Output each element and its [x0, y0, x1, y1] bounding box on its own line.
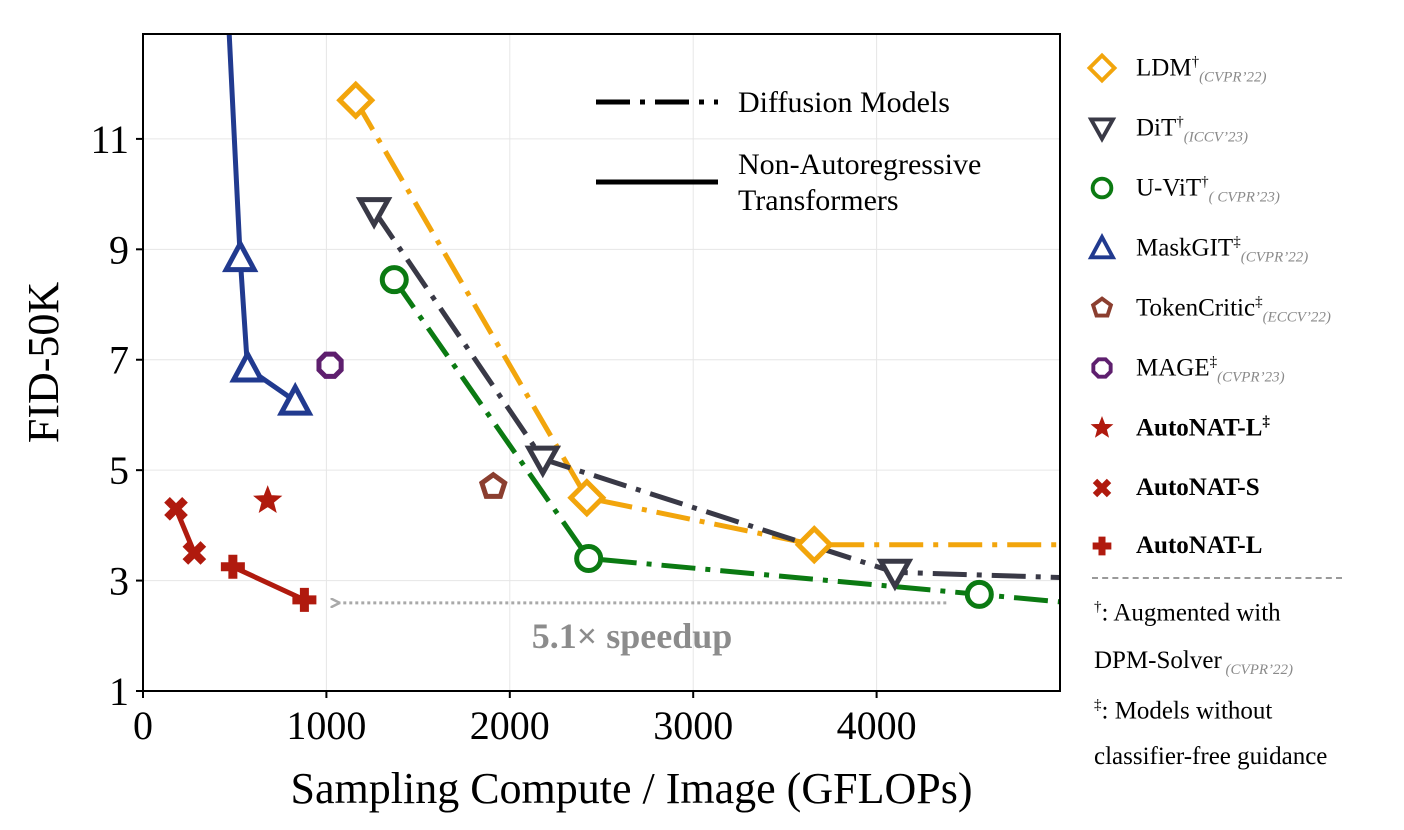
pentagon-icon [1090, 296, 1114, 318]
legend-label: AutoNAT-S [1136, 474, 1260, 501]
series-line-dit-triangle-down [372, 209, 1060, 581]
x-tick-label: 2000 [470, 703, 550, 748]
point-dit-triangle-down-1 [524, 445, 562, 479]
point-maskgit-triangle-up-1 [229, 348, 266, 383]
legend-note: classifier-free guidance [1094, 743, 1328, 770]
point-autonat-s-x-1 [182, 541, 207, 565]
diamond-icon [1086, 52, 1118, 84]
legend-label: AutoNAT-L‡ [1136, 414, 1270, 442]
legend-label: MAGE‡(CVPR’23) [1136, 354, 1285, 386]
legend-label: MaskGIT‡(CVPR’22) [1136, 234, 1309, 266]
style-legend: Diffusion Models Non-Autoregressive Transf… [596, 86, 981, 217]
legend-note: DPM-Solver (CVPR’22) [1094, 647, 1294, 678]
point-dit-triangle-down-0 [355, 197, 393, 230]
x-tick-label: 3000 [653, 703, 733, 748]
legend-label: AutoNAT-L [1136, 532, 1263, 559]
series-line-autonat-l-plus [231, 564, 306, 603]
point-ldm-diamond-0 [336, 80, 376, 120]
y-tick-label: 11 [90, 117, 129, 162]
point-autonat-l-plus-1 [292, 587, 317, 612]
legend-label: TokenCritic‡(ECCV’22) [1136, 294, 1331, 326]
point-tokencritic-pentagon-0 [478, 471, 508, 499]
octagon-icon [1091, 357, 1113, 379]
y-axis-label: FID-50K [19, 282, 68, 444]
x-icon [1092, 478, 1112, 498]
series-line-ldm-diamond [353, 99, 1060, 548]
legend-item-autonat-s-x: AutoNAT-S [1082, 468, 1402, 508]
plus-icon [1092, 536, 1112, 556]
point-ldm-diamond-2 [794, 525, 834, 565]
point-autonat-s-x-0 [164, 496, 188, 521]
triangle-down-icon [1087, 117, 1117, 143]
star-icon [1090, 415, 1114, 438]
legend-item-autonat-l-plus: AutoNAT-L [1082, 526, 1402, 566]
legend-label: DiT†(ICCV’23) [1136, 114, 1248, 146]
y-tick-label: 9 [109, 227, 129, 272]
legend-separator [1092, 577, 1342, 579]
x-axis-label: Sampling Compute / Image (GFLOPs) [291, 764, 973, 813]
legend-label: LDM†(CVPR’22) [1136, 54, 1267, 86]
legend-label: U-ViT†( CVPR’23) [1136, 174, 1280, 206]
x-tick-label: 4000 [837, 703, 917, 748]
point-u-vit-circle-1 [574, 543, 604, 573]
plot-area [164, 34, 1060, 612]
circle-icon [1090, 176, 1114, 200]
legend-note: †: Augmented with [1094, 599, 1281, 627]
legend-item-autonat-l-star: AutoNAT-L‡ [1082, 408, 1402, 448]
point-mage-octagon-0 [316, 351, 344, 379]
point-autonat-l-star-0 [253, 485, 283, 513]
legend-item-dit-triangle-down: DiT†(ICCV’23) [1082, 108, 1402, 148]
y-tick-label: 7 [109, 338, 129, 383]
point-maskgit-triangle-up-2 [277, 381, 314, 416]
legend-item-tokencritic-pentagon: TokenCritic‡(ECCV’22) [1082, 288, 1402, 328]
legend-item-ldm-diamond: LDM†(CVPR’22) [1082, 48, 1402, 88]
y-tick-label: 3 [109, 559, 129, 604]
point-u-vit-circle-2 [964, 579, 994, 609]
plot-frame [142, 33, 1061, 692]
speedup-label: 5.1× speedup [532, 616, 733, 656]
triangle-up-icon [1087, 232, 1117, 260]
legend-item-mage-octagon: MAGE‡(CVPR’23) [1082, 348, 1402, 388]
y-tick-label: 1 [109, 669, 129, 714]
series-line-maskgit-triangle-up [226, 34, 297, 404]
series-line-u-vit-circle [392, 278, 1060, 605]
y-tick-label: 5 [109, 448, 129, 493]
legend-note: ‡: Models without [1094, 697, 1273, 725]
legend-item-u-vit-circle: U-ViT†( CVPR’23) [1082, 168, 1402, 208]
point-ldm-diamond-1 [567, 478, 607, 518]
point-autonat-l-plus-0 [220, 554, 245, 579]
point-u-vit-circle-0 [379, 265, 409, 295]
legend-item-maskgit-triangle-up: MaskGIT‡(CVPR’22) [1082, 228, 1402, 268]
point-maskgit-triangle-up-0 [222, 238, 259, 273]
style-legend-diffusion-label: Diffusion Models [738, 86, 950, 119]
x-tick-label: 0 [133, 703, 153, 748]
style-legend-nat-label: Non-Autoregressive Transformers [738, 148, 981, 217]
point-dit-triangle-down-2 [876, 558, 914, 592]
x-tick-label: 1000 [286, 703, 366, 748]
